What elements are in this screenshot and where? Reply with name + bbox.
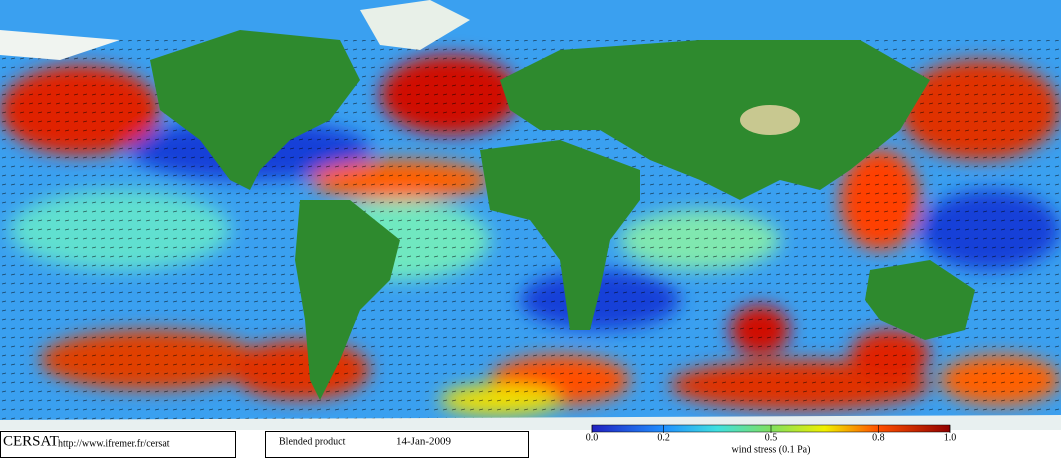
- colorbar-ticks: 0.0 0.2 0.5 0.8 1.0: [586, 425, 957, 443]
- landmasses: [0, 0, 1061, 430]
- url: http://www.ifremer.fr/cersat: [58, 438, 170, 449]
- tick-label: 0.2: [657, 432, 670, 443]
- product: Blended product: [279, 436, 346, 447]
- product-box: [265, 431, 529, 458]
- logo-box: [0, 431, 236, 458]
- date: 14-Jan-2009: [396, 436, 451, 448]
- tick-label: 0.0: [586, 432, 599, 443]
- tick-label: 0.8: [872, 432, 885, 443]
- logo: CERSAT: [3, 433, 59, 449]
- footer: CERSAT http://www.ifremer.fr/cersat Blen…: [0, 424, 1061, 462]
- colorbar-label: wind stress (0.1 Pa): [732, 444, 811, 455]
- tick-label: 0.5: [765, 432, 778, 443]
- tick-label: 1.0: [944, 432, 957, 443]
